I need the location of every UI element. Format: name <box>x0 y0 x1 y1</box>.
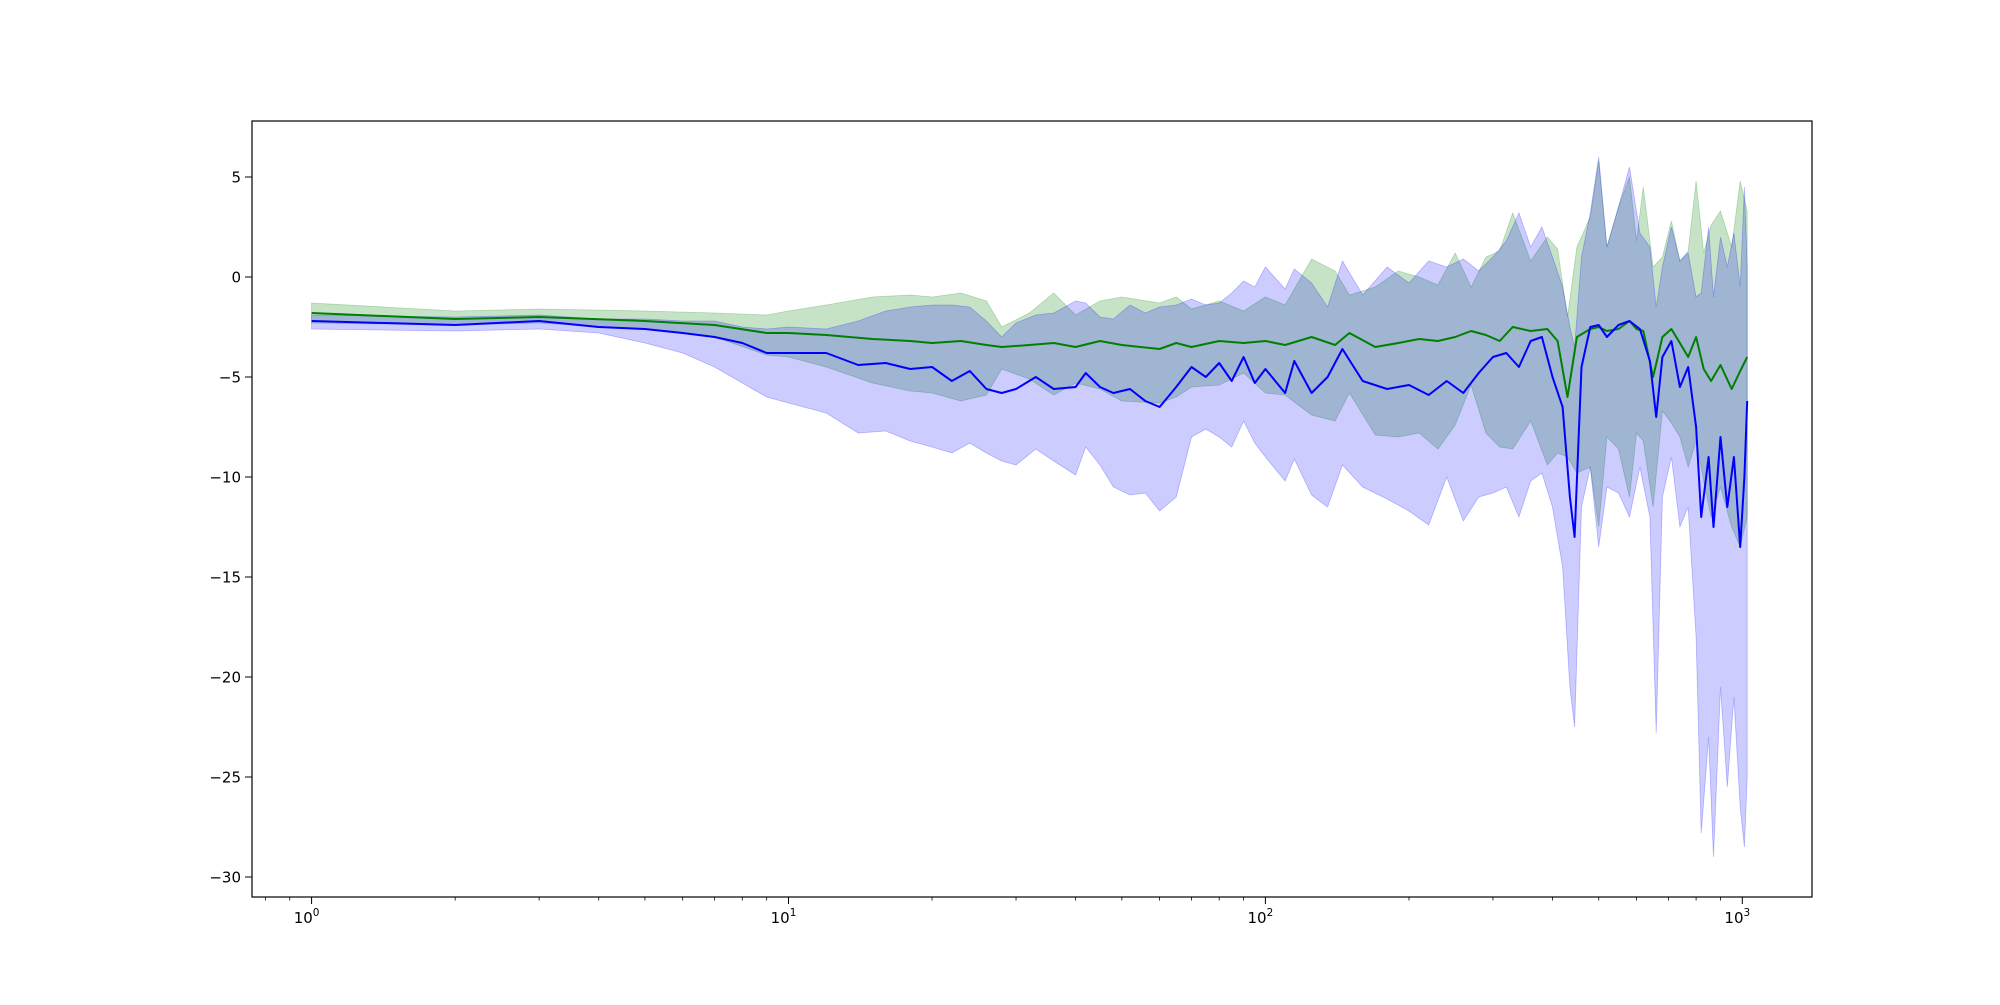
y-tick-label: −10 <box>209 469 241 487</box>
y-tick-label: −5 <box>219 369 241 387</box>
series-2-line <box>311 320 1749 548</box>
x-tick-label: 101 <box>771 907 797 927</box>
x-tick-label: 103 <box>1724 907 1750 927</box>
y-axis: 5 0 −5 −10 −15 −20 −25 −30 <box>209 169 252 887</box>
y-tick-label: −15 <box>209 569 241 587</box>
y-tick-label: −20 <box>209 669 241 687</box>
series-lines <box>311 312 1749 548</box>
series-1-band <box>311 160 1748 549</box>
x-axis: 100 101 102 103 <box>264 897 1750 927</box>
x-tick-label: 100 <box>294 907 320 927</box>
y-tick-label: −25 <box>209 769 241 787</box>
series-1-line <box>311 312 1749 398</box>
plot-area-frame <box>251 120 1813 898</box>
y-tick-label: 5 <box>231 169 241 187</box>
x-tick-label: 102 <box>1248 907 1274 927</box>
y-tick-label: −30 <box>209 869 241 887</box>
y-tick-label: 0 <box>231 269 241 287</box>
